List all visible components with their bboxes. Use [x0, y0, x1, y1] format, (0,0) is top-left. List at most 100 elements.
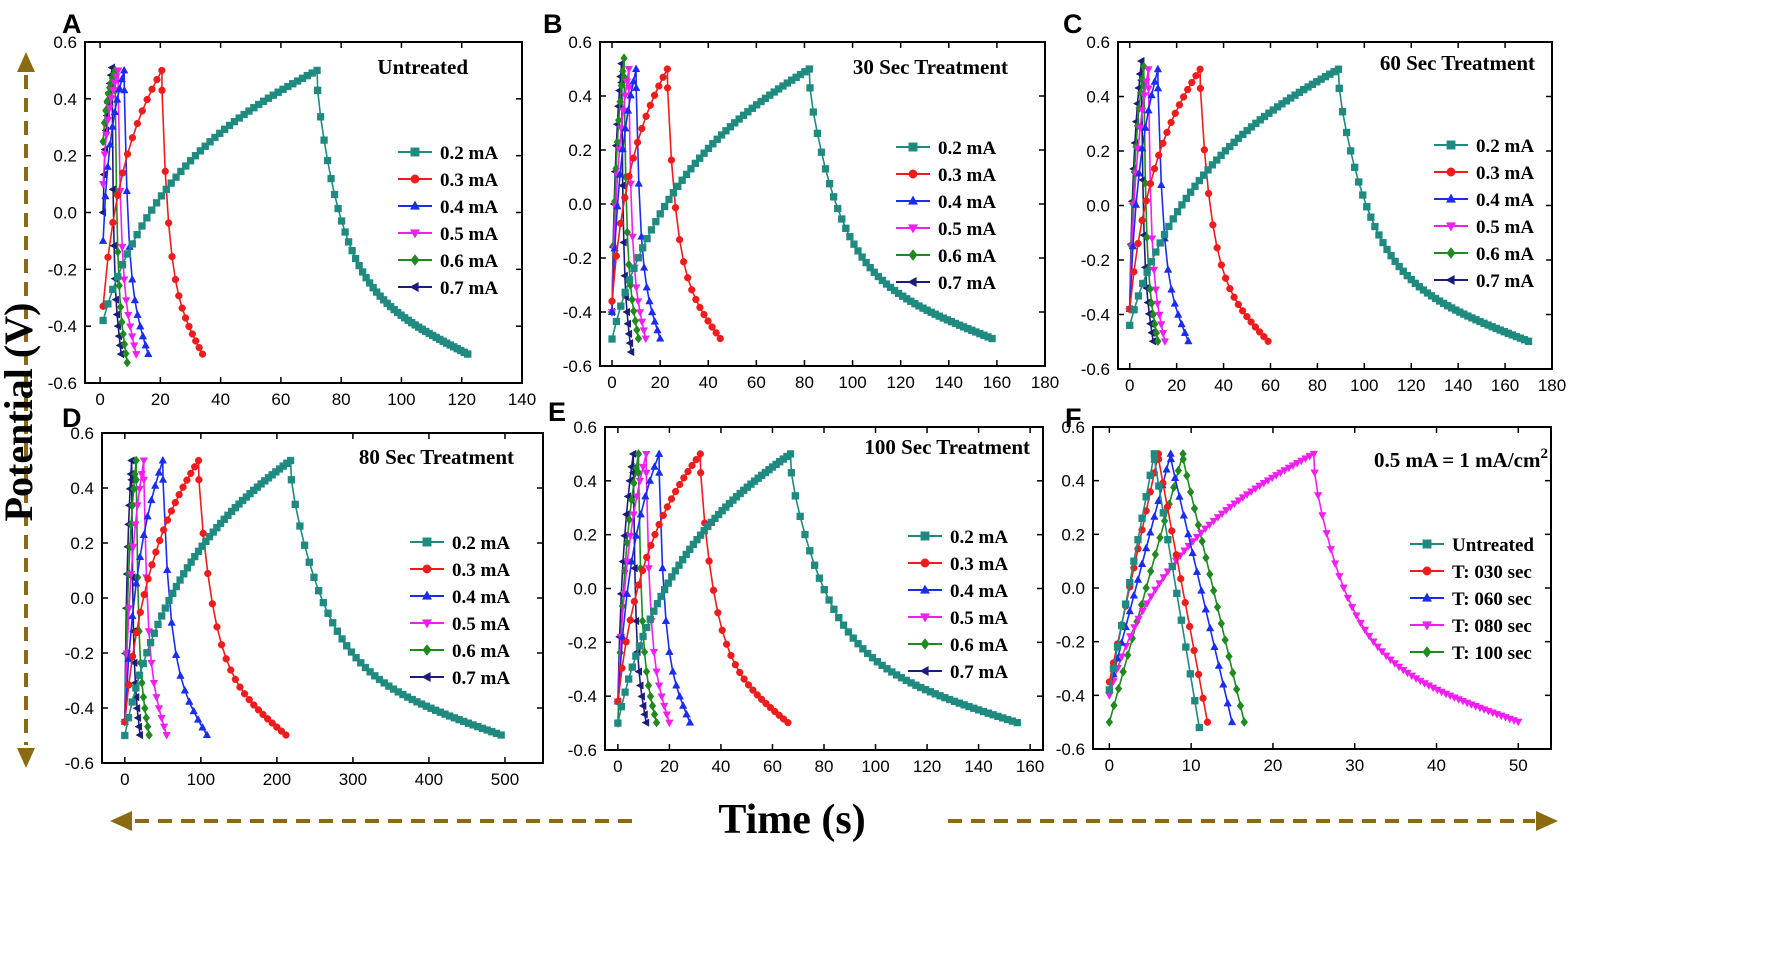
x-tick-label: 200: [263, 770, 291, 789]
data-point: [1173, 208, 1182, 216]
data-point: [624, 66, 634, 74]
data-point: [123, 250, 132, 258]
data-point: [696, 303, 704, 312]
data-point: [647, 307, 657, 316]
data-point: [1204, 166, 1212, 174]
data-point: [1375, 231, 1383, 239]
data-point: [1191, 697, 1199, 705]
data-point: [183, 476, 191, 484]
data-point: [191, 552, 199, 561]
data-point: [629, 306, 638, 316]
data-point: [654, 682, 664, 691]
data-point: [620, 92, 630, 100]
x-tick-label: 0: [95, 390, 104, 409]
data-point: [692, 295, 700, 304]
legend-marker: [409, 200, 421, 210]
y-tick-label: -0.2: [48, 260, 77, 279]
data-point: [120, 276, 129, 285]
data-point: [161, 167, 169, 175]
legend-label: 0.3 mA: [1476, 163, 1534, 184]
data-point: [1213, 156, 1221, 164]
y-tick-label: -0.4: [568, 687, 597, 706]
panel-title: 100 Sec Treatment: [864, 435, 1030, 459]
data-point: [1204, 189, 1213, 198]
data-point: [105, 104, 114, 113]
data-point: [1151, 319, 1159, 329]
data-point: [110, 79, 119, 88]
data-point: [612, 317, 621, 326]
data-point: [178, 304, 186, 312]
data-point: [735, 115, 743, 123]
data-point: [1240, 717, 1249, 727]
x-tick-label: 120: [913, 757, 941, 776]
data-point: [126, 323, 135, 332]
data-point: [1136, 56, 1145, 66]
data-point: [175, 491, 183, 499]
data-point: [320, 136, 328, 144]
data-point: [1166, 454, 1176, 463]
data-point: [164, 219, 173, 227]
y-tick-label: 0.4: [1086, 88, 1110, 107]
data-point: [1367, 213, 1375, 221]
data-point: [637, 232, 646, 240]
data-point: [1133, 575, 1143, 583]
panel-A: A 0 20 40 60 80 100 120 140 -0.6 -0.4 -0.2 0.0 0.2 0.4…: [48, 9, 536, 409]
data-point: [626, 532, 635, 541]
data-point: [116, 302, 125, 312]
data-point: [813, 129, 822, 137]
data-point: [126, 571, 136, 579]
data-point: [655, 520, 663, 529]
data-point: [697, 469, 705, 477]
data-point: [1163, 503, 1172, 511]
data-point: [117, 74, 126, 83]
data-point: [146, 639, 155, 647]
data-point: [348, 247, 356, 255]
data-point: [679, 258, 688, 266]
data-point: [630, 478, 638, 488]
data-point: [716, 334, 724, 343]
data-point: [641, 335, 650, 344]
data-point: [722, 640, 731, 648]
data-point: [617, 702, 626, 711]
data-point: [645, 296, 654, 305]
data-point: [137, 471, 146, 479]
data-point: [1173, 589, 1181, 598]
data-point: [608, 335, 616, 343]
data-point: [193, 715, 203, 723]
data-point: [240, 690, 249, 698]
x-tick-label: 160: [1491, 376, 1519, 395]
data-point: [640, 647, 649, 657]
data-point: [144, 575, 152, 583]
x-tick-label: 0: [1125, 376, 1134, 395]
data-point: [1151, 286, 1160, 295]
series-0-3-mA: [99, 66, 207, 358]
data-point: [678, 701, 688, 709]
data-point: [152, 548, 160, 556]
legend-label: 0.6 mA: [440, 251, 498, 272]
legend-marker: [421, 671, 431, 683]
panel-title-text: 0.5 mA = 1 mA/cm: [1374, 448, 1541, 472]
data-point: [835, 613, 843, 622]
x-tick-label: 20: [1263, 756, 1282, 775]
y-tick-label: 0.6: [53, 33, 77, 52]
y-tick-label: -0.2: [568, 633, 597, 652]
legend-label: 0.4 mA: [1476, 190, 1534, 211]
y-tick-label: -0.6: [65, 754, 94, 773]
data-point: [1157, 180, 1166, 188]
data-point: [634, 581, 643, 589]
data-point: [626, 180, 635, 189]
data-point: [607, 307, 617, 315]
panel-title: 60 Sec Treatment: [1380, 51, 1535, 75]
data-point: [153, 75, 161, 84]
legend-label: 0.3 mA: [452, 560, 510, 581]
data-point: [749, 686, 757, 694]
y-tick-label: 0.0: [1061, 579, 1085, 598]
series-T-100-sec: [1105, 449, 1249, 727]
data-point: [806, 547, 814, 555]
data-point: [675, 691, 684, 700]
data-point: [622, 307, 630, 317]
data-point: [726, 123, 735, 131]
data-point: [621, 123, 630, 132]
data-point: [642, 666, 651, 677]
data-point: [179, 483, 187, 491]
